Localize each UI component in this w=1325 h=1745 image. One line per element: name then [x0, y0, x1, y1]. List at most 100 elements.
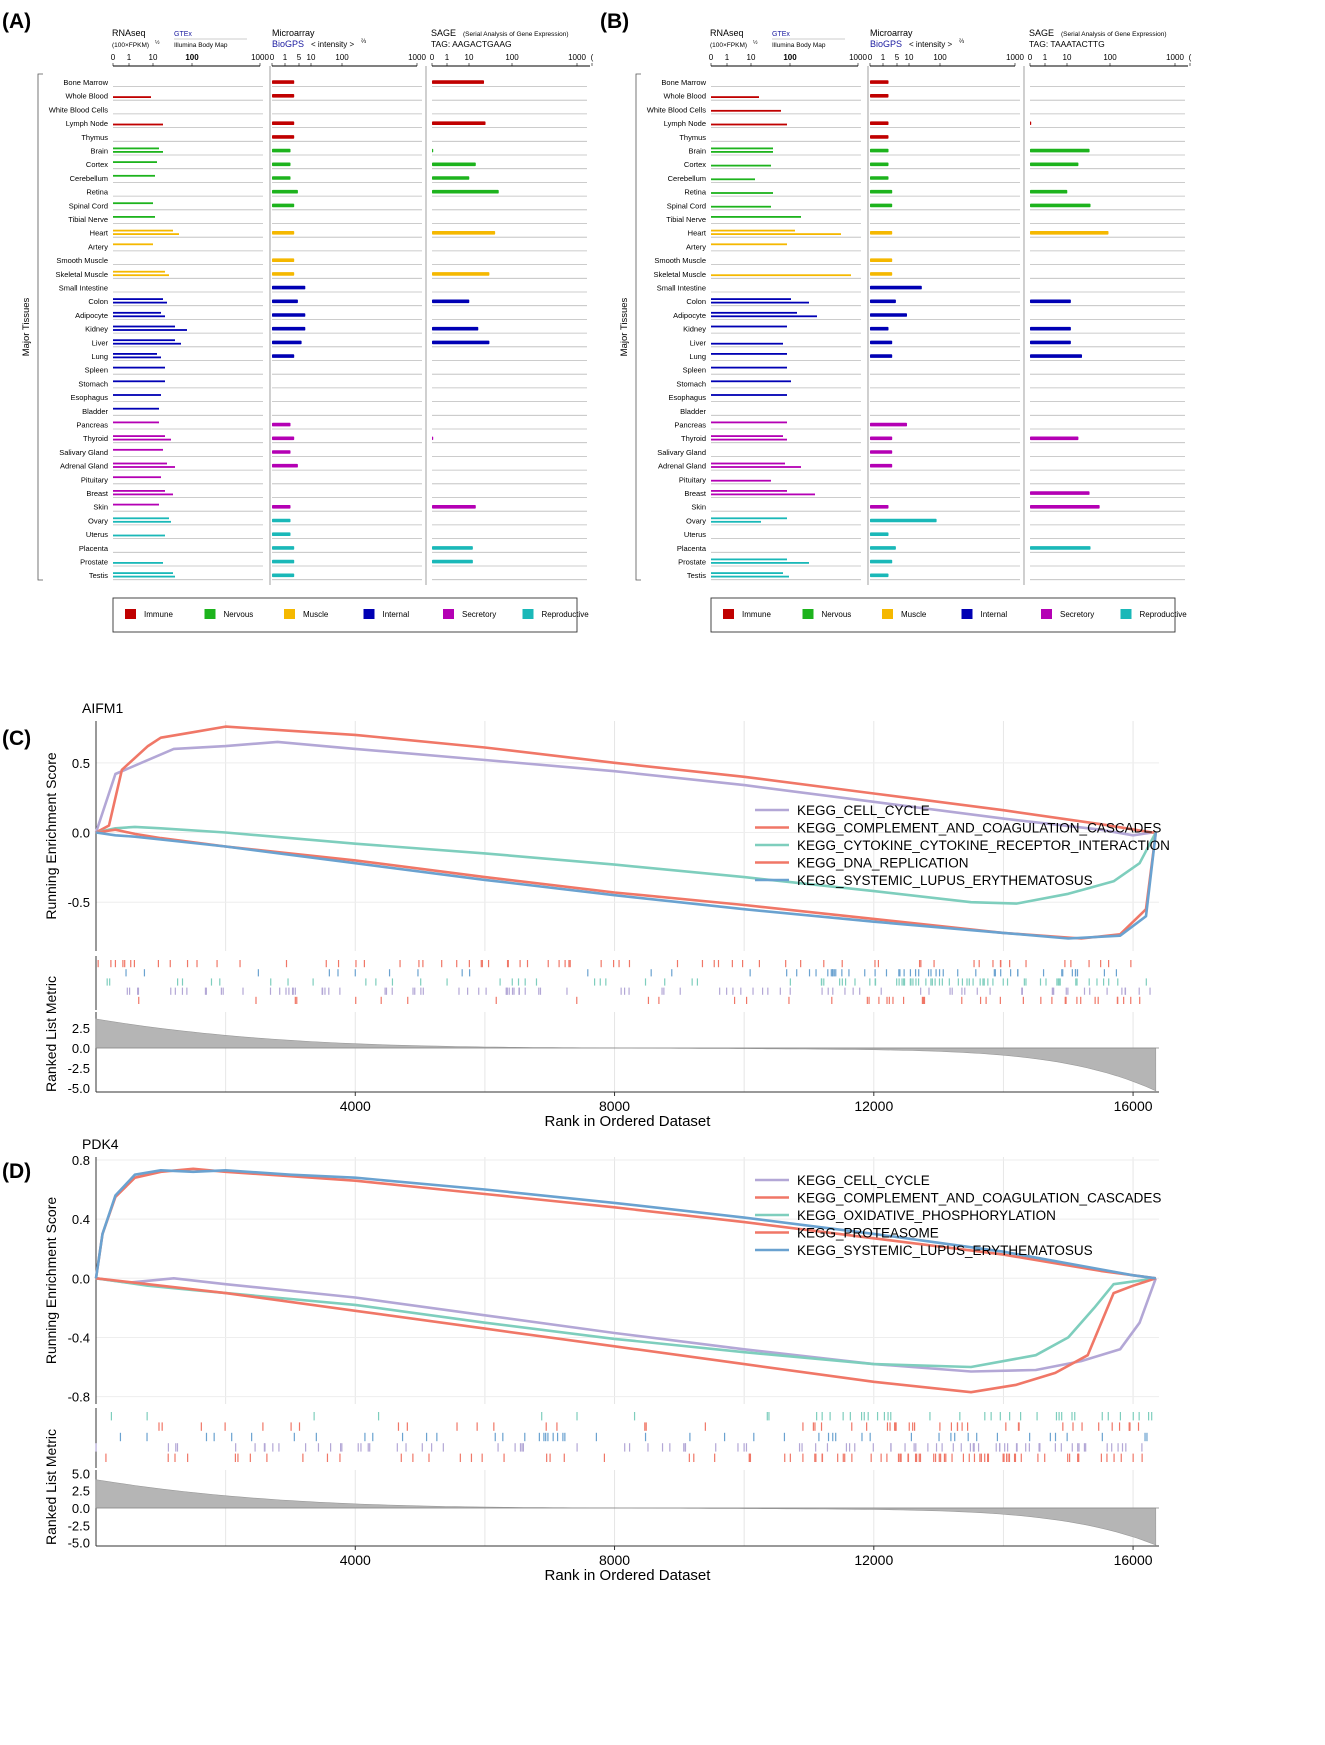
legend-label: Secretory	[1060, 610, 1094, 619]
metric-tick-label: -5.0	[68, 1536, 90, 1551]
rnaseq-ibm-bar	[711, 205, 771, 208]
es-line-kegg-proteasome	[95, 1277, 1157, 1394]
tissue-label: Pancreas	[674, 421, 706, 430]
rnaseq-gtex-bar	[711, 366, 787, 369]
rnaseq-ibm-bar	[711, 315, 817, 318]
biogps-label: BioGPS	[870, 39, 902, 49]
gene-title: AIFM1	[82, 700, 123, 716]
sage-bar	[432, 121, 486, 125]
x-tick-label: 16000	[1114, 1552, 1153, 1568]
metric-tick-label: 2.5	[72, 1484, 90, 1499]
rnaseq-gtex-bar	[113, 298, 163, 300]
legend-label: Immune	[144, 610, 173, 619]
tissue-label: Artery	[686, 242, 706, 251]
tissue-label: Colon	[88, 297, 108, 306]
rnaseq-gtex-bar	[113, 161, 157, 163]
microarray-bar	[272, 148, 291, 153]
tissue-label: Spinal Cord	[667, 201, 706, 210]
axis-tick-label: 1	[127, 53, 132, 62]
ranked-metric-area	[95, 1018, 1157, 1092]
axis-tick-label: 0	[868, 53, 873, 62]
axis-tick-label: 1000	[251, 53, 269, 62]
rnaseq-ibm-bar	[113, 356, 161, 359]
y-tick-label: 0.8	[72, 1153, 90, 1168]
rnaseq-gtex-bar	[711, 435, 783, 437]
microarray-bar	[870, 573, 889, 578]
tissue-label: Breast	[86, 489, 109, 498]
tissue-label: Small Intestine	[657, 284, 706, 293]
sage-bar	[1030, 148, 1090, 153]
rnaseq-ibm-bar	[113, 493, 173, 496]
es-line-kegg-systemic-lupus-erythematosus	[95, 831, 1158, 940]
metric-tick-label: -5.0	[68, 1081, 90, 1096]
rnaseq-exponent: ½	[753, 39, 758, 46]
microarray-bar	[272, 313, 306, 317]
legend-label: Immune	[742, 610, 771, 619]
rnaseq-ibm-bar	[711, 192, 773, 194]
axis-tick-label: (	[1189, 53, 1192, 62]
legend-label: Muscle	[901, 610, 927, 619]
legend-box	[710, 597, 1176, 633]
legend-label: Internal	[383, 610, 410, 619]
microarray-bar	[870, 313, 907, 317]
tissue-label: Spinal Cord	[69, 201, 108, 210]
sage-bar	[1030, 231, 1109, 235]
tissue-label: White Blood Cells	[49, 105, 108, 114]
sage-title: SAGE	[431, 28, 456, 38]
sage-bar	[1030, 354, 1082, 358]
legend-label: KEGG_OXIDATIVE_PHOSPHORYLATION	[797, 1208, 1056, 1223]
rnaseq-gtex-bar	[711, 558, 787, 561]
microarray-bar	[272, 80, 295, 84]
rnaseq-ibm-bar	[711, 520, 761, 523]
sage-bar	[432, 505, 476, 509]
sage-bar	[432, 231, 496, 235]
y-tick-label: -0.5	[68, 895, 90, 910]
axis-tick-label: 100	[1103, 53, 1117, 62]
gtex-label: GTEx	[174, 31, 192, 38]
axis-tick-label: 10	[465, 53, 474, 62]
rnaseq-ibm-bar	[711, 151, 773, 153]
tissue-label: Heart	[688, 229, 707, 238]
x-tick-label: 12000	[854, 1098, 893, 1114]
axis-tick-label: 10	[307, 53, 316, 62]
legend-swatch	[802, 609, 814, 619]
tissue-label: Small Intestine	[59, 284, 108, 293]
ibm-label: Illumina Body Map	[772, 42, 826, 49]
gtex-label: GTEx	[772, 31, 790, 38]
rnaseq-gtex-bar	[711, 490, 787, 492]
rnaseq-ibm-bar	[113, 301, 167, 304]
rnaseq-ibm-bar	[113, 274, 169, 277]
tissue-label: Cortex	[684, 160, 706, 169]
tissue-label: Pituitary	[81, 475, 108, 484]
rnaseq-gtex-bar	[113, 462, 167, 465]
microarray-bar	[870, 340, 893, 345]
sage-bar	[1030, 299, 1071, 304]
y-axis-label: Running Enrichment Score	[43, 752, 59, 920]
tissue-label: Lymph Node	[664, 119, 706, 128]
intensity-label: < intensity >	[909, 40, 952, 49]
microarray-bar	[870, 354, 893, 358]
legend-label: Internal	[981, 610, 1008, 619]
rnaseq-gtex-bar	[711, 380, 791, 383]
y-axis-label: Major Tissues	[619, 297, 630, 356]
microarray-bar	[870, 135, 889, 139]
tissue-label: Whole Blood	[65, 92, 108, 101]
metric-tick-label: 2.5	[72, 1021, 90, 1036]
tissue-label: Skeletal Muscle	[55, 270, 108, 279]
rnaseq-ibm-bar	[711, 301, 809, 304]
axis-tick-label: 1	[445, 53, 450, 62]
microarray-bar	[870, 94, 889, 98]
sage-bar	[432, 189, 499, 194]
tissue-label: Ovary	[686, 516, 706, 525]
x-tick-label: 12000	[854, 1552, 893, 1568]
tissue-label: Heart	[90, 229, 109, 238]
sage-bar	[432, 559, 473, 564]
rnaseq-ibm-bar	[711, 96, 759, 98]
ibm-label: Illumina Body Map	[174, 42, 228, 49]
rnaseq-ibm-bar	[711, 342, 783, 345]
sage-bar	[432, 436, 434, 441]
sage-bar	[432, 546, 473, 550]
rnaseq-gtex-bar	[711, 229, 795, 232]
rnaseq-gtex-bar	[113, 435, 165, 437]
microarray-bar	[272, 231, 295, 235]
